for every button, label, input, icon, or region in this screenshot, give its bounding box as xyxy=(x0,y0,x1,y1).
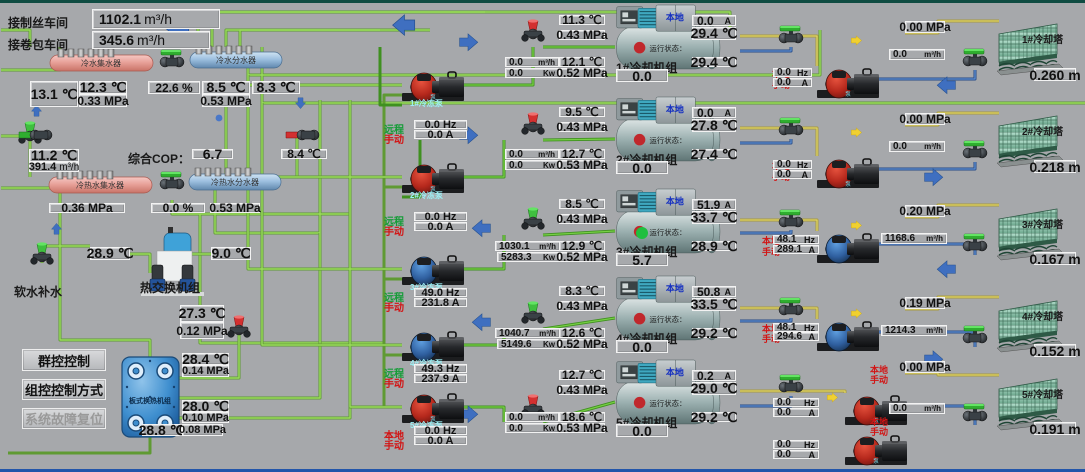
svg-text:板式换热机组: 板式换热机组 xyxy=(129,396,171,405)
svg-text:冷水分水器: 冷水分水器 xyxy=(216,55,256,65)
svg-text:冷热水集水器: 冷热水集水器 xyxy=(76,180,124,190)
svg-text:冷热水分水器: 冷热水分水器 xyxy=(211,177,259,187)
svg-text:冷水集水器: 冷水集水器 xyxy=(81,58,121,68)
